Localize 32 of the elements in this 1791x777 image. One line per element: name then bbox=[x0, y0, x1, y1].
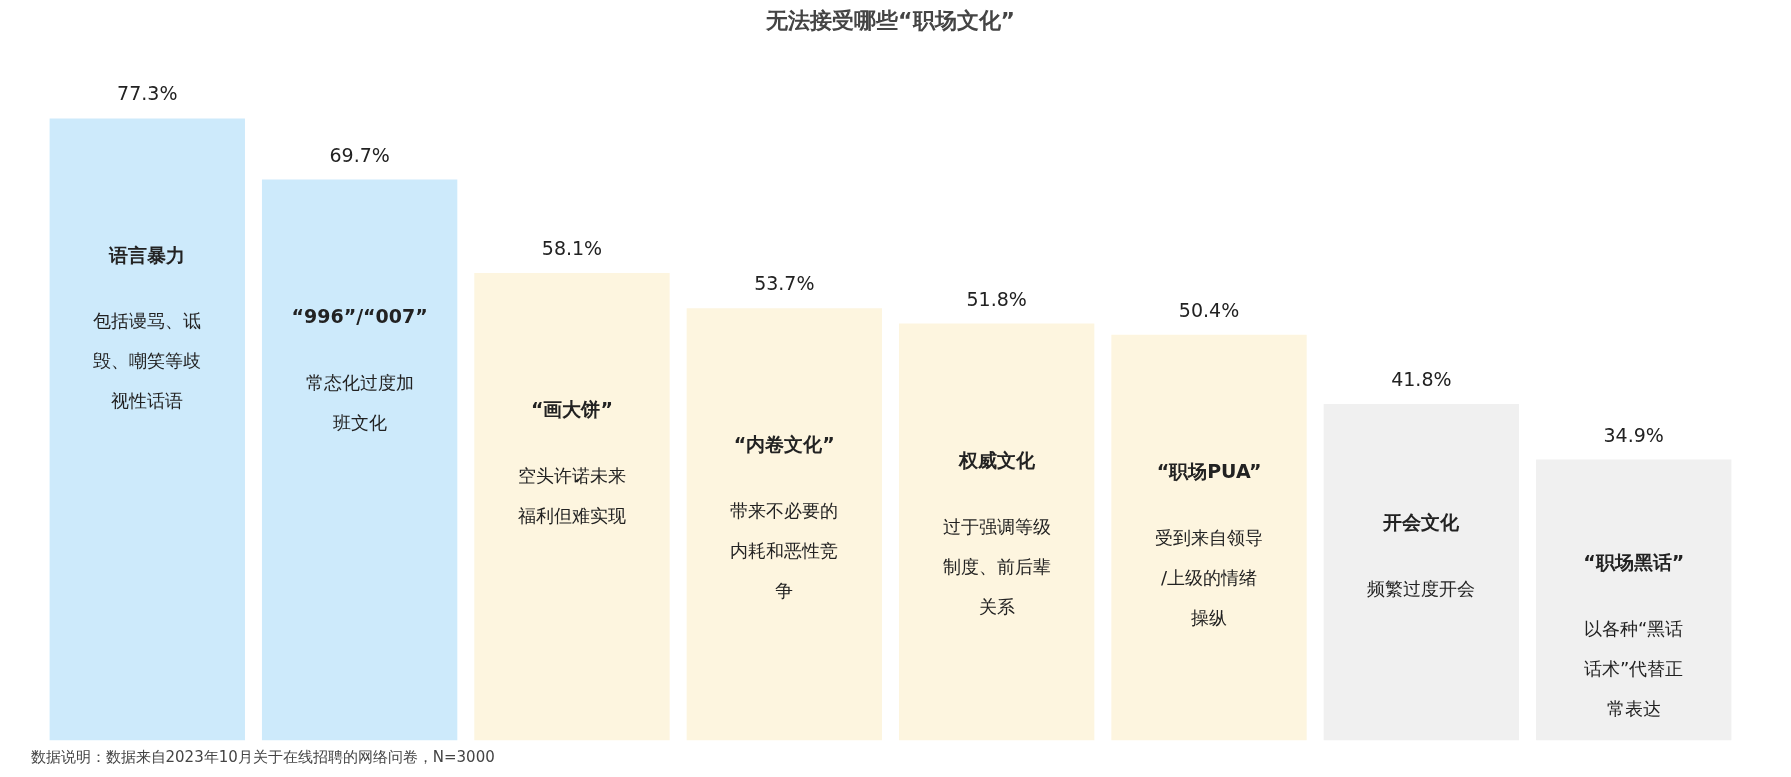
x-tick-label: 语言暴力 bbox=[108, 243, 186, 266]
annotation: 受到来自领导/上级的情绪操纵 bbox=[1155, 526, 1264, 628]
data-label: 51.8% bbox=[966, 287, 1027, 310]
data-label: 34.9% bbox=[1603, 423, 1664, 446]
text: 数据说明：数据来自2023年10月关于在线招聘的网络问卷，N=3000 bbox=[30, 747, 495, 766]
bar bbox=[474, 272, 670, 741]
annotation: 以各种“黑话话术”代替正常表达 bbox=[1584, 618, 1684, 720]
annotation: 常态化过度加班文化 bbox=[305, 371, 414, 433]
annotation: 包括谩骂、诋毁、嘲笑等歧视性话语 bbox=[93, 310, 202, 412]
data-label: 41.8% bbox=[1391, 368, 1452, 391]
data-label: 69.7% bbox=[329, 143, 390, 166]
x-tick-label: “内卷文化” bbox=[733, 433, 835, 456]
annotation: 空头许诺未来福利但难实现 bbox=[517, 465, 626, 526]
bar bbox=[898, 323, 1095, 741]
annotation: 频繁过度开会 bbox=[1367, 578, 1476, 600]
x-tick-label: 权威文化 bbox=[957, 448, 1036, 471]
bar bbox=[686, 308, 883, 741]
bar bbox=[261, 179, 458, 741]
data-label: 77.3% bbox=[117, 82, 178, 105]
data-label: 50.4% bbox=[1178, 298, 1240, 321]
x-tick-label: “职场PUA” bbox=[1156, 460, 1262, 482]
bar bbox=[1111, 334, 1307, 741]
x-tick-label: “画大饼” bbox=[530, 398, 613, 421]
data-label: 53.7% bbox=[754, 272, 815, 295]
bar bbox=[49, 118, 245, 741]
x-tick-label: “职场黑话” bbox=[1583, 551, 1685, 574]
x-tick-label: 开会文化 bbox=[1382, 511, 1461, 534]
annotation: 过于强调等级制度、前后辈关系 bbox=[942, 515, 1051, 617]
data-label: 58.1% bbox=[541, 236, 603, 259]
x-tick-label: “996”/“007” bbox=[291, 304, 428, 327]
chart-title: 无法接受哪些“职场文化” bbox=[765, 7, 1015, 33]
annotation: 带来不必要的内耗和恶性竞争 bbox=[730, 500, 839, 602]
